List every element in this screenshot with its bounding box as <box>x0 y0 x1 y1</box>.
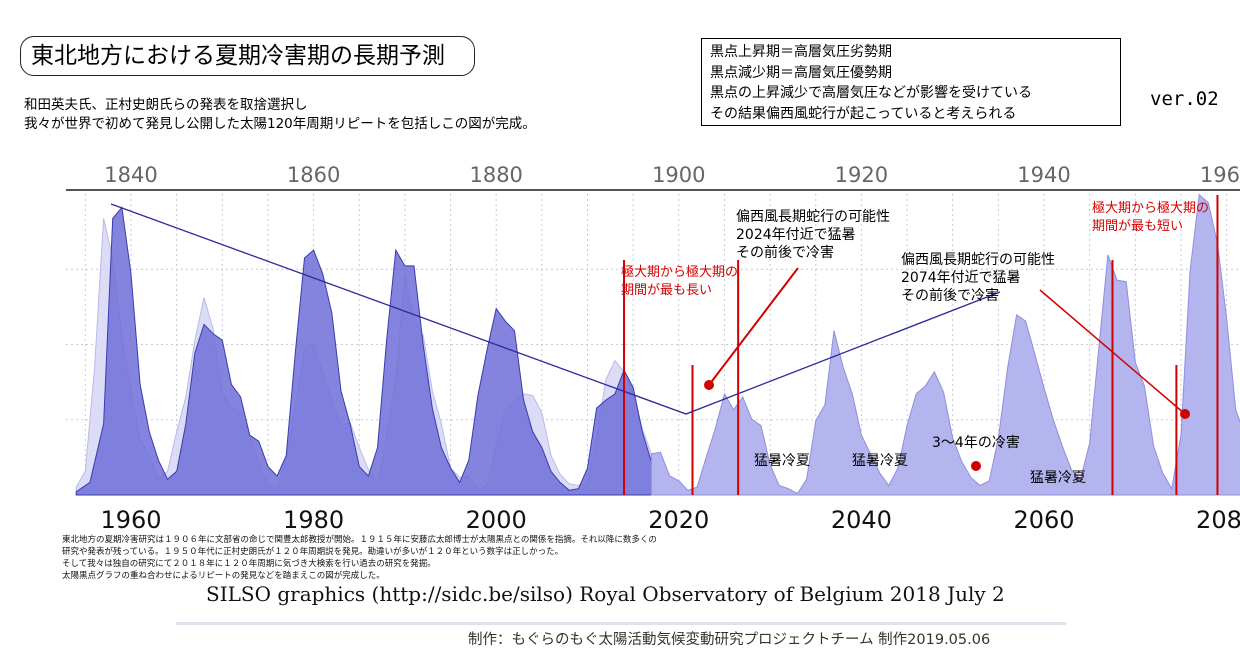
annotation-short-cycle: 極大期から極大期の <box>1092 200 1209 216</box>
version-label: ver.02 <box>1150 88 1219 110</box>
silso-credit: SILSO graphics (http://sidc.be/silso) Ro… <box>206 582 1005 606</box>
note-line: その結果偏西風蛇行が起こっていると考えられる <box>710 105 1017 122</box>
annotation-long-cycle: 期間が最も長い <box>621 283 712 298</box>
production-credit: 制作：もぐらのもぐ太陽活動気候変動研究プロジェクトチーム 制作2019.05.0… <box>468 632 991 648</box>
top-tick-label: 1940 <box>1017 163 1070 187</box>
leader-line <box>1039 289 1186 415</box>
leader-line <box>708 267 799 386</box>
top-tick-label: 1880 <box>469 163 522 187</box>
notes-box: 黒点上昇期＝高層気圧劣勢期 黒点減少期＝高層気圧優勢期 黒点の上昇減少で高層気圧… <box>701 38 1121 126</box>
annotation-heat: 猛暑冷夏 <box>852 453 908 469</box>
annotation-forecast-1: 偏西風長期蛇行の可能性 <box>736 209 890 225</box>
annotation-forecast-2: 2074年付近で猛暑 <box>901 270 1021 286</box>
bottom-axis: 1960 1980 2000 2020 2040 2060 2080 <box>100 506 1240 532</box>
top-tick-label: 1860 <box>287 163 340 187</box>
note-line: 黒点の上昇減少で高層気圧などが影響を受けている <box>710 85 1032 101</box>
subtitle-line-2: 我々が世界で初めて発見し公開した太陽120年周期リピートを包括しこの図が完成。 <box>24 116 536 132</box>
page-title: 東北地方における夏期冷害期の長期予測 <box>20 36 475 76</box>
top-axis: 1840 1860 1880 1900 1920 1940 1960 <box>66 163 1240 191</box>
top-tick-label: 1900 <box>652 163 705 187</box>
description-line-2: 研究や発表が残っている。１９５０年代に正村史朗氏が１２０年周期説を発見。勘違いが… <box>62 547 564 557</box>
annotation-forecast-2: その前後で冷害 <box>901 287 999 304</box>
series-observed <box>75 206 661 496</box>
divider <box>176 622 1066 625</box>
note-line: 黒点減少期＝高層気圧優勢期 <box>710 64 892 81</box>
series-repeat-overlay <box>75 218 661 496</box>
sunspot-chart: 1840186018801900192019401960 極大期から極大期の期間… <box>66 163 1240 532</box>
bottom-tick-label: 2020 <box>648 506 709 532</box>
description-line-4: 太陽黒点グラフの重ね合わせによるリピートの発見などを踏まえこの図が完成した。 <box>62 571 385 581</box>
bottom-tick-label: 2000 <box>466 506 527 532</box>
annotation-long-cycle: 極大期から極大期の <box>621 264 738 280</box>
top-tick-label: 1920 <box>835 163 888 187</box>
annotation-forecast-2: 偏西風長期蛇行の可能性 <box>901 252 1055 268</box>
subtitle-line-1: 和田英夫氏、正村史朗氏らの発表を取捨選択し <box>24 97 308 113</box>
trend-line <box>110 203 1001 415</box>
annotation-cold: 3〜4年の冷害 <box>932 435 1020 451</box>
top-tick-label: 1960 <box>1200 163 1240 187</box>
note-line: 黒点上昇期＝高層気圧劣勢期 <box>710 44 892 60</box>
annotation-forecast-1: その前後で冷害 <box>736 244 834 261</box>
annotation-heat: 猛暑冷夏 <box>1030 470 1086 486</box>
top-tick-label: 1840 <box>104 163 157 187</box>
description-line-3: そして我々は独自の研究にて２０１８年に１２０年周期に気づき大検索を行い過去の研究… <box>62 559 436 569</box>
annotation-forecast-1: 2024年付近で猛暑 <box>736 227 856 243</box>
cold-dot <box>971 461 981 471</box>
description-line-1: 東北地方の夏期冷害研究は１９０６年に文部省の命じで関豊太郎教授が開始。１９１５年… <box>62 535 657 545</box>
series-forecast <box>650 193 1240 496</box>
annotation-heat: 猛暑冷夏 <box>754 453 810 469</box>
annotation-short-cycle: 期間が最も短い <box>1092 219 1183 234</box>
bottom-tick-label: 2060 <box>1013 506 1074 532</box>
chart-annotations: 極大期から極大期の期間が最も長い極大期から極大期の期間が最も短い偏西風長期蛇行の… <box>110 195 1219 495</box>
bottom-tick-label: 2040 <box>831 506 892 532</box>
bottom-tick-label: 1960 <box>100 506 161 532</box>
bottom-tick-label: 1980 <box>283 506 344 532</box>
bottom-tick-label: 2080 <box>1196 506 1240 532</box>
chart-series <box>75 193 1240 496</box>
